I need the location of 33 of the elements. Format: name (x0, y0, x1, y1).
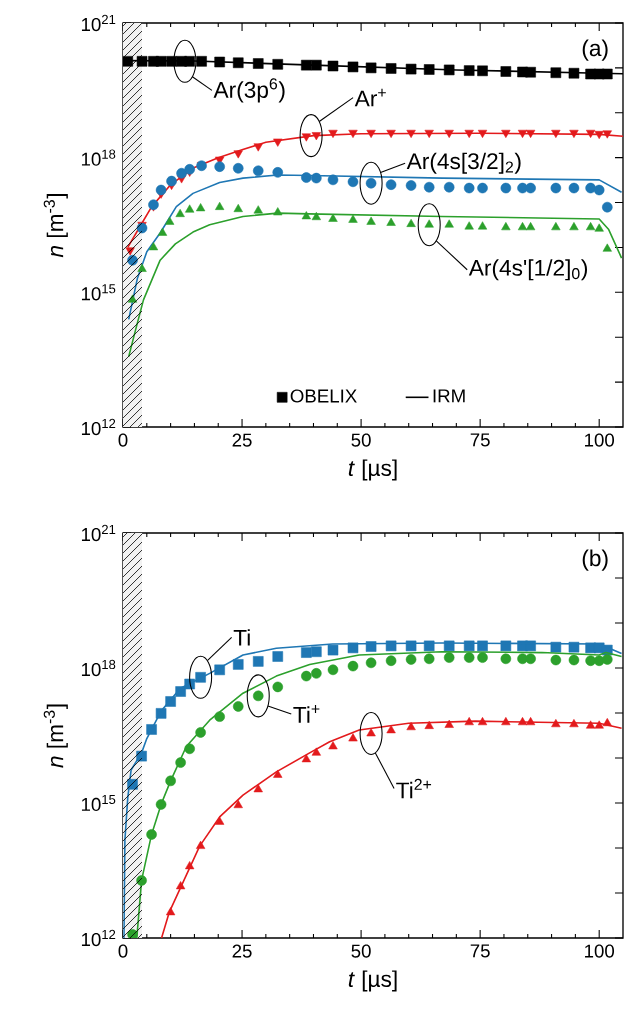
x-tick-label: 75 (470, 944, 490, 958)
legend-label: IRM (433, 389, 465, 403)
y-tick-label: 10$^{21}$ (81, 14, 116, 32)
x-tick-label: 75 (470, 433, 490, 447)
y-tick-label: 10$^{15}$ (81, 284, 116, 301)
annotation: Ti$^{2+}$ (396, 778, 432, 799)
x-tick-label: 25 (232, 944, 252, 958)
x-axis-title: t [µs] (348, 970, 397, 992)
x-tick-label: 100 (585, 433, 615, 447)
annotation: (b) (582, 549, 608, 571)
legend-label: OBELIX (290, 389, 357, 403)
x-tick-label: 50 (351, 433, 371, 447)
annotation: Ar(4s'[1/2]$_{0}$) (468, 259, 588, 281)
y-tick-label: 10$^{21}$ (81, 524, 116, 542)
x-tick-label: 0 (118, 433, 128, 447)
x-tick-label: 0 (118, 944, 128, 958)
annotation: Ar(3p$^{6}$) (213, 78, 285, 103)
annotation: Ti$^{+}$ (293, 705, 320, 723)
y-tick-label: 10$^{12}$ (81, 929, 116, 947)
annotation: (a) (582, 39, 608, 61)
x-tick-label: 25 (232, 433, 252, 447)
y-tick-label: 10$^{12}$ (81, 418, 116, 436)
annotation: Ti (233, 629, 250, 646)
annotation: Ar$^{+}$ (354, 88, 386, 107)
x-tick-label: 50 (351, 944, 371, 958)
y-tick-label: 10$^{18}$ (81, 659, 116, 677)
y-axis-title: n [m$^{-3}$] (43, 194, 68, 258)
y-axis-title: n [m$^{-3}$] (43, 704, 68, 768)
y-tick-label: 10$^{15}$ (81, 794, 116, 812)
x-tick-label: 100 (585, 944, 615, 958)
x-axis-title: t [µs] (348, 459, 397, 481)
annotation: Ar(4s[3/2]$_{2}$) (406, 152, 521, 174)
y-tick-label: 10$^{18}$ (81, 149, 116, 166)
